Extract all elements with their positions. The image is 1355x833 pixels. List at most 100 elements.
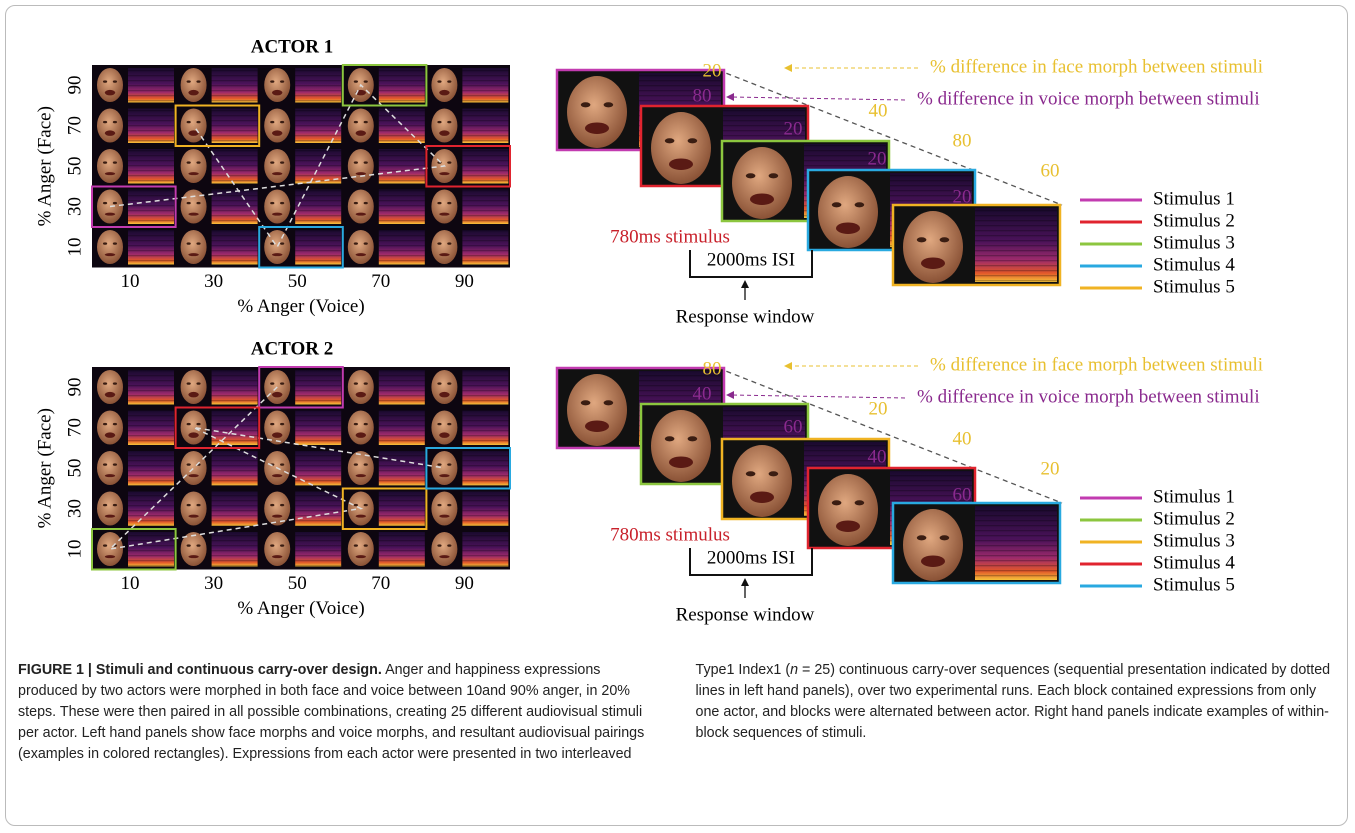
mouth (272, 432, 283, 438)
x-tick-label: 90 (455, 271, 474, 292)
mouth (355, 253, 366, 257)
eye (112, 161, 118, 164)
eye (687, 436, 698, 442)
isi-bracket (689, 548, 813, 576)
mouth (355, 212, 366, 216)
y-tick-label: 90 (64, 76, 85, 95)
face (347, 532, 374, 566)
face (97, 149, 123, 183)
figure-frame (5, 5, 1348, 826)
eye (437, 422, 442, 426)
eye (363, 422, 368, 426)
face-note: % difference in face morph between stimu… (930, 56, 1263, 77)
spectrogram-texture (128, 370, 174, 405)
spectrogram-texture (462, 410, 509, 445)
eye (280, 242, 285, 245)
eye (363, 80, 368, 83)
face (431, 451, 458, 485)
eye (437, 382, 442, 385)
x-tick-label: 30 (204, 271, 223, 292)
mouth (104, 89, 116, 96)
face-difference: 80 (703, 358, 722, 379)
eye (280, 503, 285, 507)
caption-text: = 25) continuous carry-over sequences (s… (695, 662, 1331, 741)
voice-difference: 60 (953, 484, 972, 505)
mouth (272, 89, 283, 96)
spectrogram-texture (128, 68, 174, 103)
stimulus-duration: 780ms stimulus (610, 524, 730, 545)
spectrogram-texture (378, 410, 425, 445)
eye (280, 544, 285, 547)
eye (939, 237, 950, 243)
eye (196, 382, 201, 385)
y-tick-label: 30 (64, 499, 85, 518)
voice-difference: 40 (693, 383, 712, 404)
eye (186, 463, 191, 466)
x-tick-label: 10 (121, 573, 140, 594)
eye (768, 471, 779, 477)
eye (363, 161, 368, 164)
eye (270, 120, 275, 124)
eye (831, 500, 842, 506)
y-tick-label: 10 (64, 238, 85, 257)
mouth (355, 514, 366, 518)
spectrogram-texture (975, 208, 1057, 282)
spectrogram-texture (128, 451, 174, 486)
eye (112, 80, 118, 83)
face (431, 532, 458, 566)
eye (580, 102, 591, 108)
eye (353, 201, 358, 205)
spectrogram-texture (378, 491, 425, 526)
face (431, 370, 458, 404)
x-tick-label: 30 (204, 573, 223, 594)
voice-note: % difference in voice morph between stim… (917, 88, 1260, 109)
spectrogram-texture (975, 506, 1057, 580)
eye (447, 544, 452, 547)
mouth (750, 491, 774, 503)
eye (603, 400, 614, 406)
eye (196, 544, 201, 547)
mouth (104, 391, 116, 398)
spectrogram-texture (211, 189, 258, 224)
face (818, 474, 878, 546)
face (264, 189, 291, 224)
voice-difference: 20 (953, 186, 972, 207)
eye (363, 503, 368, 507)
eye (280, 161, 285, 164)
stimulus-frame (891, 501, 1062, 585)
mouth (188, 555, 199, 559)
face (264, 149, 291, 183)
eye (102, 382, 108, 385)
mouth (750, 193, 774, 205)
legend-label: Stimulus 4 (1153, 254, 1235, 275)
x-axis-label: % Anger (Voice) (237, 296, 364, 317)
eye (102, 80, 108, 83)
eye (447, 161, 452, 164)
mouth (188, 474, 199, 478)
face (264, 410, 291, 445)
arrowhead (726, 391, 734, 399)
x-tick-label: 50 (288, 271, 307, 292)
eye (664, 436, 675, 442)
face (97, 532, 123, 566)
face (347, 189, 374, 224)
spectrogram-texture (462, 230, 509, 265)
eye (112, 503, 118, 507)
caption: FIGURE 1 | Stimuli and continuous carry-… (18, 660, 1340, 765)
legend-label: Stimulus 1 (1153, 486, 1235, 507)
eye (280, 201, 285, 205)
eye (196, 80, 201, 83)
face (180, 189, 207, 224)
face (180, 532, 207, 566)
spectrogram-texture (211, 108, 258, 143)
face (651, 112, 711, 184)
spectrogram-texture (295, 108, 342, 143)
mouth (921, 555, 945, 567)
caption-text: Anger and happiness expressions produced… (18, 662, 791, 762)
mouth (585, 420, 609, 432)
y-tick-label: 90 (64, 378, 85, 397)
face (903, 211, 963, 283)
mouth (272, 474, 283, 478)
mouth (669, 158, 693, 170)
face (347, 451, 374, 485)
